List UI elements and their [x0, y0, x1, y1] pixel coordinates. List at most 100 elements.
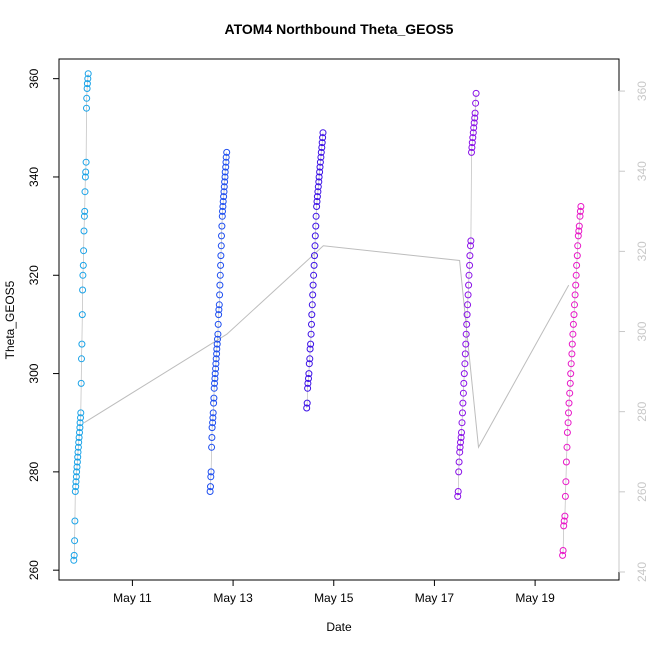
data-point: [577, 203, 585, 210]
data-point: [210, 394, 218, 402]
data-point: [568, 350, 576, 358]
data-point: [307, 330, 315, 338]
data-point: [212, 360, 220, 368]
data-point: [218, 232, 225, 240]
data-point: [571, 301, 578, 309]
data-point: [459, 389, 467, 397]
data-point: [569, 330, 577, 338]
left-tick-label: 340: [27, 167, 41, 187]
left-tick-label: 260: [27, 560, 41, 580]
data-point: [560, 522, 568, 530]
data-point: [211, 379, 218, 387]
data-point: [83, 80, 91, 88]
data-point: [76, 424, 84, 432]
x-tick-label: May 17: [415, 591, 455, 605]
data-point: [462, 340, 470, 348]
data-point: [465, 271, 473, 279]
data-point: [459, 409, 466, 417]
data-point: [472, 99, 480, 107]
data-point: [223, 148, 231, 156]
data-point: [469, 129, 477, 137]
data-point: [211, 370, 219, 378]
data-point: [208, 434, 216, 441]
data-point: [468, 139, 476, 147]
data-point: [80, 247, 88, 255]
data-point: [75, 438, 83, 446]
data-point: [222, 153, 230, 161]
data-point: [576, 212, 584, 220]
data-point: [312, 222, 320, 230]
data-point: [78, 311, 86, 319]
data-point: [214, 335, 221, 343]
data-point: [222, 158, 230, 166]
data-point: [304, 379, 312, 387]
data-point: [455, 458, 463, 466]
data-point: [569, 320, 577, 328]
data-point: [467, 237, 475, 245]
data-point: [78, 340, 86, 348]
data-point: [560, 517, 568, 525]
data-point: [221, 168, 229, 176]
data-point: [318, 139, 326, 147]
data-point: [74, 443, 82, 451]
right-tick-label: 260: [635, 481, 649, 501]
data-point: [567, 360, 575, 368]
data-point: [213, 340, 221, 348]
right-tick-label: 300: [635, 321, 649, 341]
data-point: [465, 281, 473, 289]
data-point: [467, 242, 474, 250]
data-point: [73, 458, 81, 466]
data-point: [574, 232, 582, 240]
data-point: [218, 222, 226, 230]
data-point: [220, 183, 228, 191]
data-point: [209, 419, 217, 427]
data-point: [461, 350, 469, 358]
data-point: [464, 291, 472, 299]
right-tick-label: 240: [635, 562, 649, 582]
points-layer: [70, 70, 585, 564]
data-point: [217, 242, 225, 250]
data-point: [220, 188, 228, 196]
data-point: [456, 448, 464, 456]
data-point: [83, 94, 91, 102]
data-point: [70, 551, 78, 559]
data-point: [222, 163, 230, 171]
data-point: [207, 468, 215, 476]
data-point: [470, 124, 478, 132]
data-point: [575, 222, 583, 230]
data-point: [309, 281, 317, 289]
flight-trace-line: [457, 93, 477, 497]
data-point: [82, 158, 90, 166]
data-point: [561, 512, 569, 520]
data-point: [207, 483, 214, 491]
data-point: [565, 409, 572, 417]
right-tick-label: 360: [635, 81, 649, 101]
data-point: [573, 261, 581, 269]
data-point: [311, 242, 319, 250]
x-tick-label: May 13: [213, 591, 253, 605]
data-point: [315, 173, 323, 181]
data-point: [306, 355, 314, 363]
data-point: [81, 173, 89, 181]
data-point: [559, 547, 567, 554]
left-tick-label: 300: [27, 363, 41, 383]
data-point: [218, 212, 226, 220]
data-point: [210, 384, 218, 392]
data-point: [468, 144, 476, 151]
data-point: [72, 478, 80, 486]
data-point: [460, 379, 468, 387]
data-point: [303, 399, 311, 407]
data-point: [572, 271, 580, 279]
data-point: [317, 148, 325, 156]
data-point: [313, 203, 321, 210]
right-axis: 240 260 280 300 320 340 360: [618, 81, 649, 582]
data-point: [213, 345, 221, 353]
data-point: [221, 178, 229, 186]
data-point: [80, 212, 88, 220]
data-point: [70, 556, 78, 564]
data-point: [311, 232, 319, 240]
data-point: [214, 320, 222, 328]
data-point: [83, 85, 91, 92]
flight-trace-line: [73, 73, 89, 561]
